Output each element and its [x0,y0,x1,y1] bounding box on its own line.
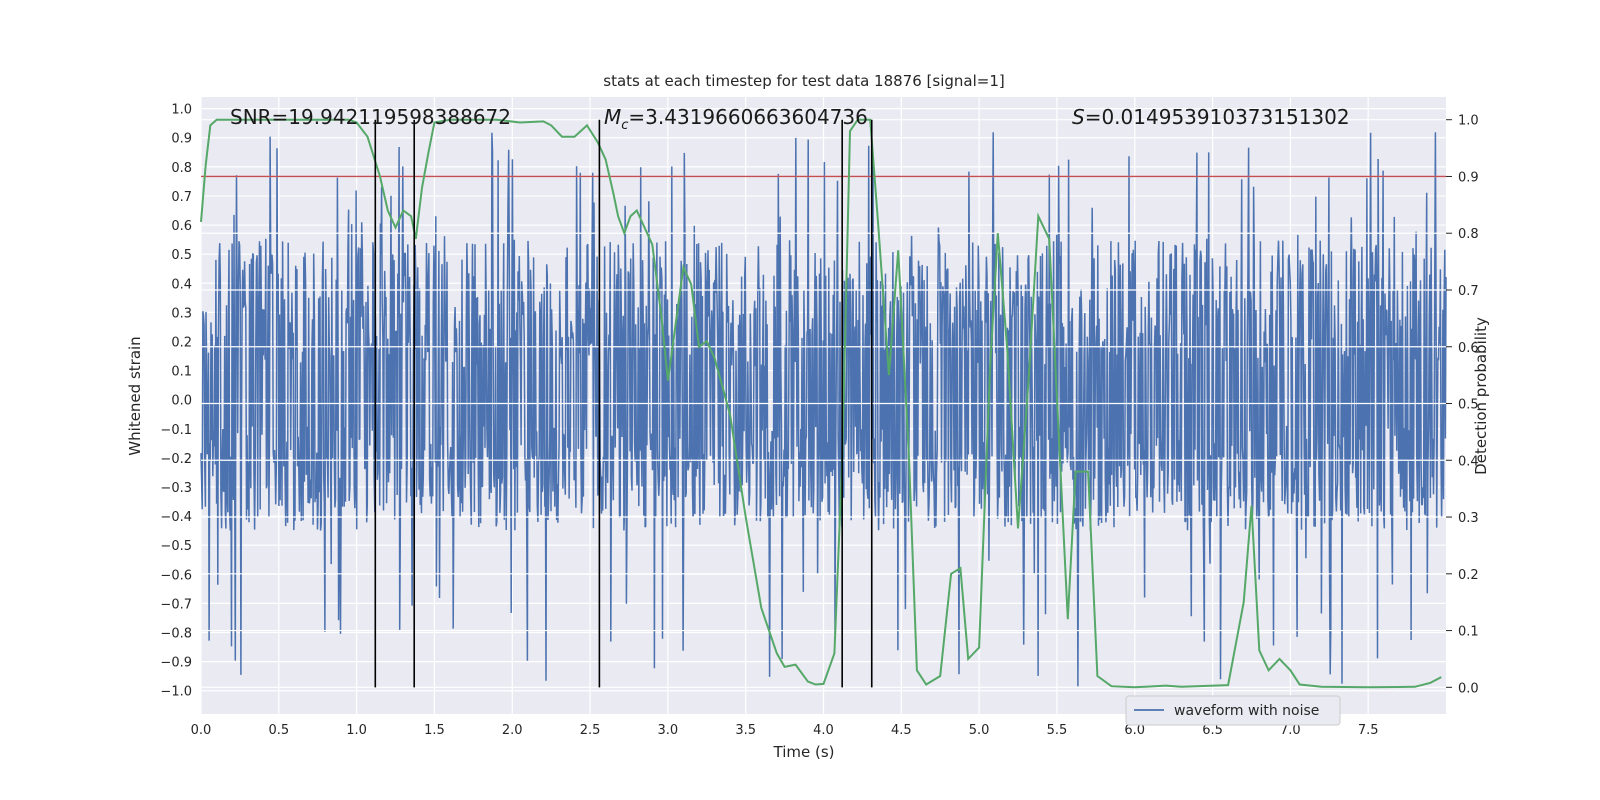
y-left-tick-label: 1.0 [171,103,192,118]
y-left-tick-label: −0.7 [160,597,192,612]
y-left-tick-label: −0.9 [160,656,192,671]
x-tick-label: 4.0 [813,723,834,738]
y-left-tick-label: −0.6 [160,568,192,583]
y-left-tick-label: −0.5 [160,539,192,554]
x-tick-label: 1.5 [424,723,445,738]
y-left-tick-label: −0.3 [160,481,192,496]
x-axis-label: Time (s) [773,743,835,761]
x-tick-label: 3.0 [658,723,679,738]
y-left-tick-label: 0.0 [171,394,192,409]
waveform-with-noise-series [200,132,1447,687]
snr-annotation: SNR=19.942119598388672 [230,105,511,129]
y-left-tick-label: 0.8 [171,161,192,176]
y-left-tick-label: 0.7 [171,190,192,205]
x-tick-label: 7.0 [1280,723,1301,738]
y-left-tick-label: −0.8 [160,627,192,642]
y-right-tick-label: 0.7 [1458,284,1479,299]
s-annotation: S=0.014953910373151302 [1072,105,1350,129]
y-right-tick-label: 0.2 [1458,568,1479,583]
y-left-tick-label: 0.2 [171,335,192,350]
right-y-axis-label: Detection probability [1472,317,1490,475]
y-right-tick-label: 1.0 [1458,114,1479,129]
y-right-tick-label: 0.8 [1458,227,1479,242]
x-tick-label: 2.5 [580,723,601,738]
x-tick-label: 1.0 [346,723,367,738]
y-left-tick-label: −0.2 [160,452,192,467]
y-right-tick-label: 0.0 [1458,681,1479,696]
y-left-tick-label: 0.1 [171,365,192,380]
y-left-tick-label: −0.1 [160,423,192,438]
x-tick-label: 0.5 [268,723,289,738]
chirp-mass-value: =3.4319660663604736 [628,105,867,129]
y-left-tick-label: 0.3 [171,306,192,321]
x-tick-label: 4.5 [891,723,912,738]
y-right-tick-label: 0.1 [1458,625,1479,640]
y-right-tick-label: 0.5 [1458,398,1479,413]
legend-label: waveform with noise [1174,703,1319,719]
s-value: =0.014953910373151302 [1085,105,1350,129]
x-tick-label: 6.5 [1202,723,1223,738]
y-right-tick-label: 0.3 [1458,511,1479,526]
y-right-tick-label: 0.9 [1458,170,1479,185]
s-symbol: S [1072,105,1085,129]
x-tick-label: 5.0 [969,723,990,738]
x-tick-label: 7.5 [1358,723,1379,738]
chirp-mass-symbol: M [604,105,621,129]
y-left-tick-label: −0.4 [160,510,192,525]
x-tick-label: 6.0 [1124,723,1145,738]
detection-probability-series [200,118,1442,689]
legend: waveform with noise [1125,695,1341,726]
y-right-tick-label: 0.6 [1458,341,1479,356]
chirp-mass-subscript: c [621,118,628,133]
y-right-tick-label: 0.4 [1458,454,1479,469]
y-left-tick-label: 0.9 [171,132,192,147]
x-tick-label: 3.5 [735,723,756,738]
y-left-tick-label: 0.4 [171,277,192,292]
plot-area: 0.0 0.5 1.0 1.5 2.0 2.5 3.0 3.5 4.0 4.5 5.0 5.5 6.0 6… [160,97,1479,738]
x-tick-label: 2.0 [502,723,523,738]
y-left-tick-label: −1.0 [160,685,192,700]
x-tick-label: 0.0 [191,723,212,738]
y-left-tick-label: 0.6 [171,219,192,234]
chart-title: stats at each timestep for test data 188… [603,72,1004,90]
y-left-tick-label: 0.5 [171,248,192,263]
chirp-mass-annotation: Mc=3.4319660663604736 [604,105,868,133]
legend-box [1125,695,1341,726]
left-y-axis-label: Whitened strain [126,336,144,455]
x-tick-label: 5.5 [1047,723,1068,738]
